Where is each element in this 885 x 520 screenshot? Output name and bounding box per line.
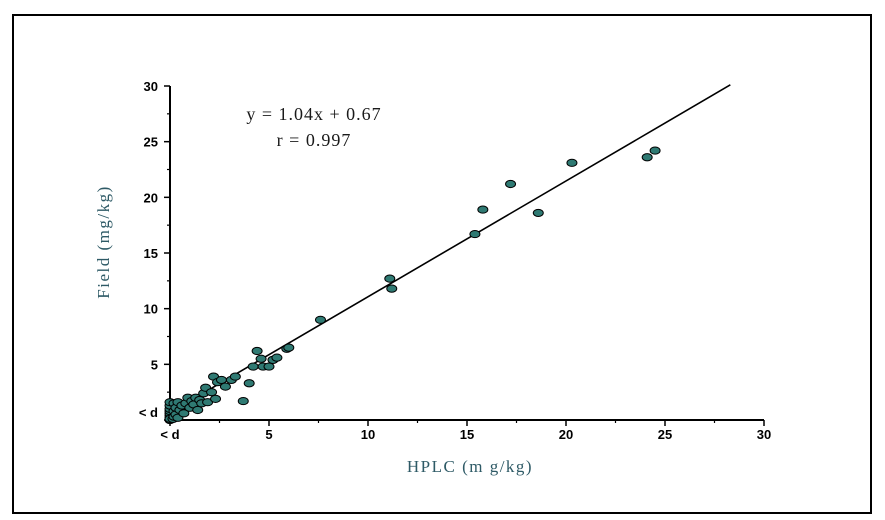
data-point [237,396,249,406]
data-point [255,354,267,363]
data-point [215,375,227,385]
data-point [532,208,544,218]
data-point [229,372,241,381]
data-point [219,382,231,391]
data-point [386,284,398,293]
data-points [164,146,661,425]
y-tick-label: 10 [144,302,158,317]
data-point [251,346,263,356]
y-axis-ticks: < d 5 10 15 20 25 30 [139,79,170,421]
x-tick-label: < d [160,427,179,442]
x-tick-label: 20 [559,427,573,442]
data-point [649,146,661,155]
x-tick-label: 30 [757,427,771,442]
correlation-coefficient: r = 0.997 [277,130,352,150]
data-point [206,388,218,397]
y-tick-label: 25 [144,135,158,150]
data-point [469,229,481,239]
data-point [210,394,222,403]
y-tick-label: 20 [144,190,158,205]
data-point [243,379,255,388]
x-tick-label: 15 [460,427,474,442]
data-point [263,362,275,371]
regression-equation: y = 1.04x + 0.67 [246,104,381,124]
data-point [477,205,489,214]
data-point [641,153,653,162]
data-point [505,179,517,189]
x-tick-label: 5 [265,427,272,442]
y-tick-label: 30 [144,79,158,94]
data-point [283,343,295,352]
chart-frame [12,14,872,514]
data-point [314,315,326,324]
data-point [192,405,204,415]
data-point [247,362,259,371]
x-axis-ticks: < d 5 10 15 20 25 30 [160,420,771,442]
y-tick-label: 5 [151,357,158,372]
data-point [271,353,283,362]
axes [169,86,764,421]
x-tick-label: 10 [361,427,375,442]
x-tick-label: 25 [658,427,672,442]
x-axis-title: HPLC (m g/kg) [407,457,533,476]
data-point [178,409,190,418]
y-axis-title: Field (mg/kg) [94,185,113,298]
y-tick-label: 15 [144,246,158,261]
data-point [384,274,396,283]
y-tick-label: < d [139,405,158,420]
data-point [566,158,578,167]
